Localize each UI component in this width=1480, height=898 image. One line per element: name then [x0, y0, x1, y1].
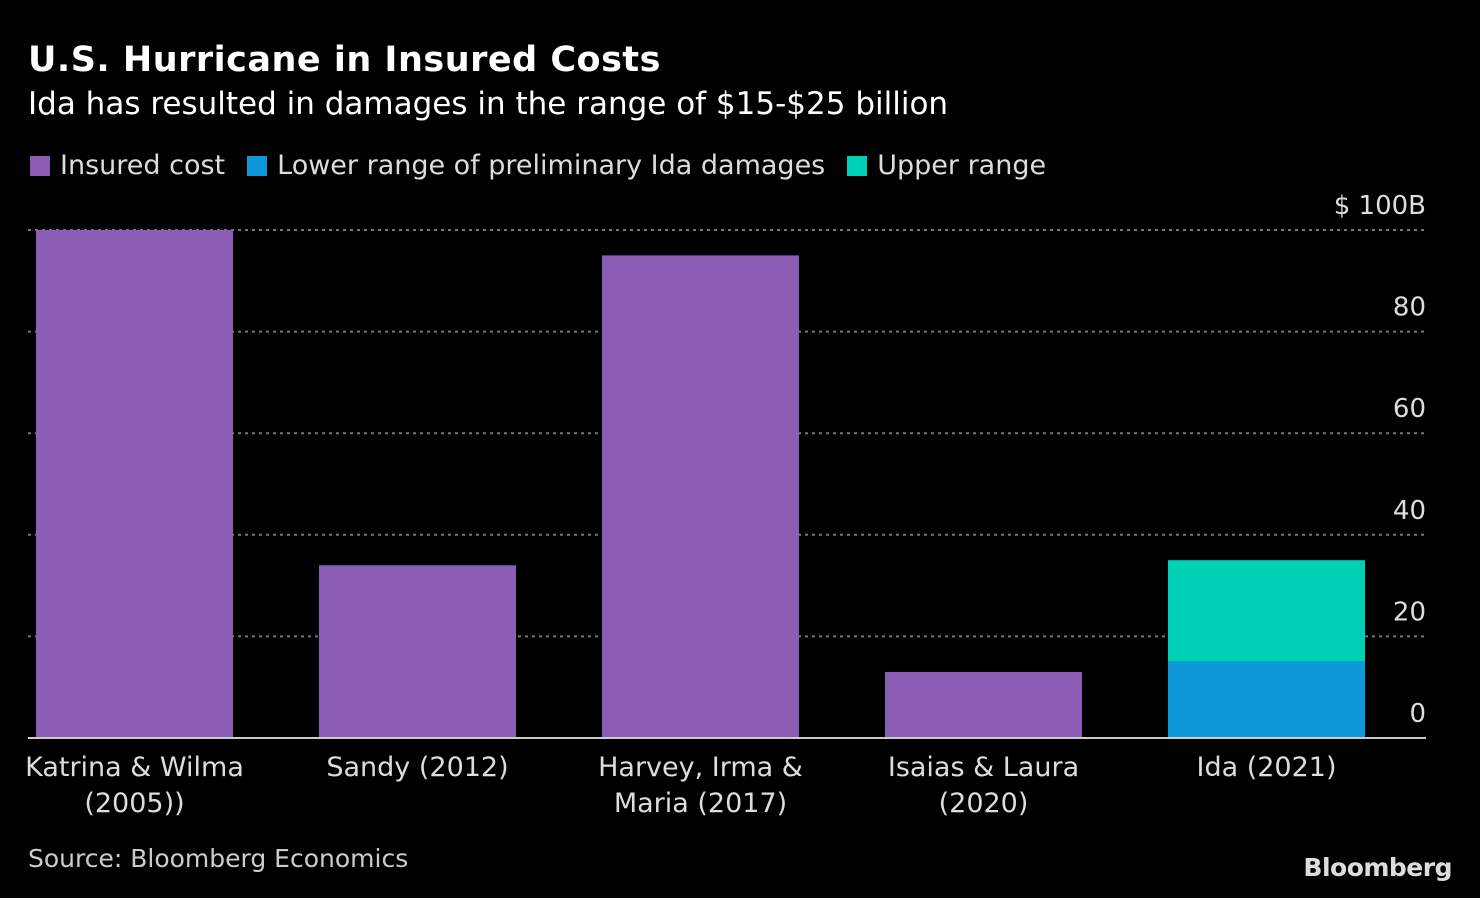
y-tick-label: $ 100B: [1334, 191, 1426, 221]
y-tick-label: 20: [1393, 597, 1426, 627]
x-tick-label: (2005)): [84, 788, 184, 819]
bar: [1168, 661, 1365, 738]
chart-subtitle: Ida has resulted in damages in the range…: [28, 86, 949, 122]
x-tick-label: Katrina & Wilma: [25, 752, 244, 783]
bar: [36, 230, 233, 738]
y-tick-label: 80: [1393, 293, 1426, 323]
x-tick-label: Ida (2021): [1196, 752, 1336, 783]
y-tick-label: 0: [1409, 699, 1426, 729]
y-tick-label: 60: [1393, 394, 1426, 424]
x-tick-label: Harvey, Irma &: [598, 752, 803, 783]
bar: [1168, 560, 1365, 662]
legend-swatch: [847, 155, 868, 176]
legend-swatch: [247, 155, 268, 176]
legend-item: Insured cost: [30, 150, 225, 181]
legend-item: Lower range of preliminary Ida damages: [247, 150, 825, 181]
x-tick-label: Maria (2017): [614, 788, 787, 819]
chart-title: U.S. Hurricane in Insured Costs: [28, 40, 661, 80]
x-tick-label: Sandy (2012): [326, 752, 508, 783]
legend-label: Upper range: [877, 150, 1047, 181]
legend-label: Lower range of preliminary Ida damages: [277, 150, 826, 181]
x-tick-label: Isaias & Laura: [888, 752, 1079, 783]
legend-swatch: [30, 155, 50, 176]
legend-item: Upper range: [847, 150, 1046, 181]
legend: Insured cost Lower range of preliminary I…: [30, 150, 1046, 181]
bar: [885, 671, 1082, 738]
bloomberg-logo: Bloomberg: [1303, 853, 1452, 882]
source-note: Source: Bloomberg Economics: [28, 844, 409, 873]
legend-label: Insured cost: [60, 150, 226, 181]
bar: [602, 255, 799, 738]
y-tick-label: 40: [1393, 496, 1426, 526]
bar: [319, 565, 516, 738]
x-tick-label: (2020): [939, 788, 1029, 819]
